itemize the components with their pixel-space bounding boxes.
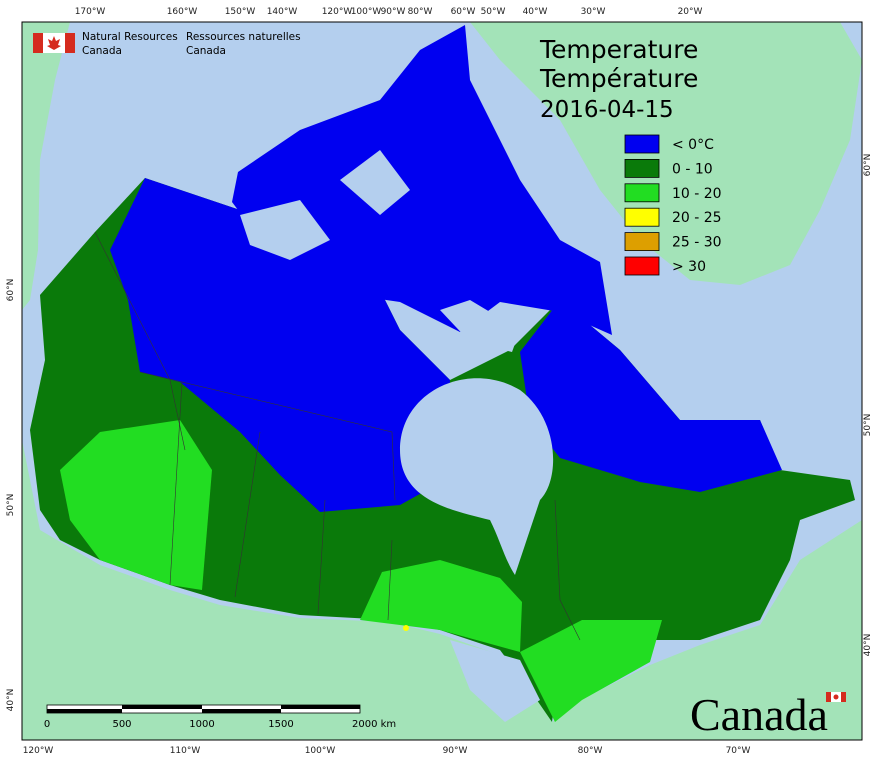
graticule-label: 110°W (170, 746, 201, 756)
graticule-label: 60°N (863, 154, 873, 177)
agency-en: Canada (82, 45, 122, 57)
wordmark: Canada (690, 689, 828, 740)
graticule-label: 70°W (726, 746, 751, 756)
legend: < 0°C 0 - 10 10 - 20 20 - 25 25 - 30 > 30 (624, 134, 722, 276)
border (554, 499, 581, 641)
hudson-bay (400, 378, 554, 575)
graticule-label: 150°W (225, 7, 256, 17)
graticule-label: 120°W (322, 7, 353, 17)
flag-bar (841, 692, 846, 702)
scale-segment (202, 709, 281, 713)
arctic-channel (240, 200, 330, 260)
graticule-label: 50°W (481, 7, 506, 17)
scale-segment (122, 705, 202, 709)
graticule-label: 90°W (443, 746, 468, 756)
legend-swatch (624, 158, 660, 178)
title-en: Temperature (539, 35, 698, 64)
alaska (22, 22, 70, 310)
graticule-label: 40°N (6, 689, 16, 712)
foxe-basin (440, 300, 520, 352)
scale-segment (281, 705, 360, 709)
maple-leaf (47, 36, 61, 50)
legend-label: > 30 (672, 259, 706, 275)
graticule-label: 160°W (167, 7, 198, 17)
region-below-0 (232, 25, 612, 335)
flag-bar (65, 33, 75, 53)
border (94, 231, 186, 451)
scale-label: 1500 (268, 719, 293, 730)
scale-label: 500 (112, 719, 131, 730)
canada-wordmark: Canada (690, 689, 846, 740)
region-10-20 (60, 420, 212, 590)
graticule-label: 100°W (351, 7, 382, 17)
legend-label: 25 - 30 (672, 235, 722, 251)
scale-label: 0 (44, 719, 50, 730)
nrcan-signature: Natural Resources Canada Ressources natu… (33, 31, 301, 57)
united-states (22, 440, 862, 740)
graticule-label: 60°N (6, 279, 16, 302)
legend-swatch (624, 134, 660, 154)
graticule-label: 90°W (381, 7, 406, 17)
title-fr: Température (539, 64, 698, 93)
region-below-0 (520, 300, 782, 492)
legend-swatch (624, 183, 660, 203)
graticule-label: 140°W (267, 7, 298, 17)
graticule-label: 40°W (523, 7, 548, 17)
graticule-label: 20°W (678, 7, 703, 17)
flag-bar (826, 692, 831, 702)
agency-en: Natural Resources (82, 31, 178, 43)
scale-label: 1000 (189, 719, 214, 730)
maple-leaf (833, 694, 839, 700)
graticule-label: 170°W (75, 7, 106, 17)
graticule-label: 40°N (863, 634, 873, 657)
flag-bar (33, 33, 43, 53)
scale-bar: 0 500 1000 1500 2000 km (44, 704, 396, 730)
graticule-label: 80°W (408, 7, 433, 17)
legend-label: 20 - 25 (672, 210, 722, 226)
region-below-0 (110, 178, 450, 512)
border (139, 371, 396, 501)
agency-fr: Canada (186, 45, 226, 57)
region-10-20 (360, 560, 522, 652)
graticule-label: 100°W (305, 746, 336, 756)
border (234, 431, 261, 598)
province-borders (94, 231, 581, 641)
border (169, 381, 183, 586)
region-20-25 (403, 625, 409, 631)
graticule-label: 50°N (863, 414, 873, 437)
legend-swatch (624, 232, 660, 252)
border (387, 539, 393, 621)
title-block: Temperature Température 2016-04-15 (539, 35, 698, 123)
graticule-label: 120°W (23, 746, 54, 756)
legend-label: 0 - 10 (672, 161, 713, 177)
border (317, 499, 326, 615)
great-lakes (450, 640, 540, 722)
scale-label: 2000 km (352, 719, 396, 730)
date: 2016-04-15 (540, 97, 674, 123)
agency-fr: Ressources naturelles (186, 31, 301, 43)
legend-label: 10 - 20 (672, 186, 722, 202)
frame-border (21, 21, 863, 741)
arctic-channel (340, 150, 410, 215)
map-frame (21, 21, 863, 741)
graticule-label: 30°W (581, 7, 606, 17)
graticule-label: 50°N (6, 494, 16, 517)
legend-label: < 0°C (672, 137, 714, 153)
graticule-label: 80°W (578, 746, 603, 756)
scale-segment (47, 709, 122, 713)
graticule-label: 60°W (451, 7, 476, 17)
legend-swatch (624, 207, 660, 227)
greenland (470, 22, 862, 285)
region-10-20 (520, 620, 662, 722)
legend-swatch (624, 256, 660, 276)
